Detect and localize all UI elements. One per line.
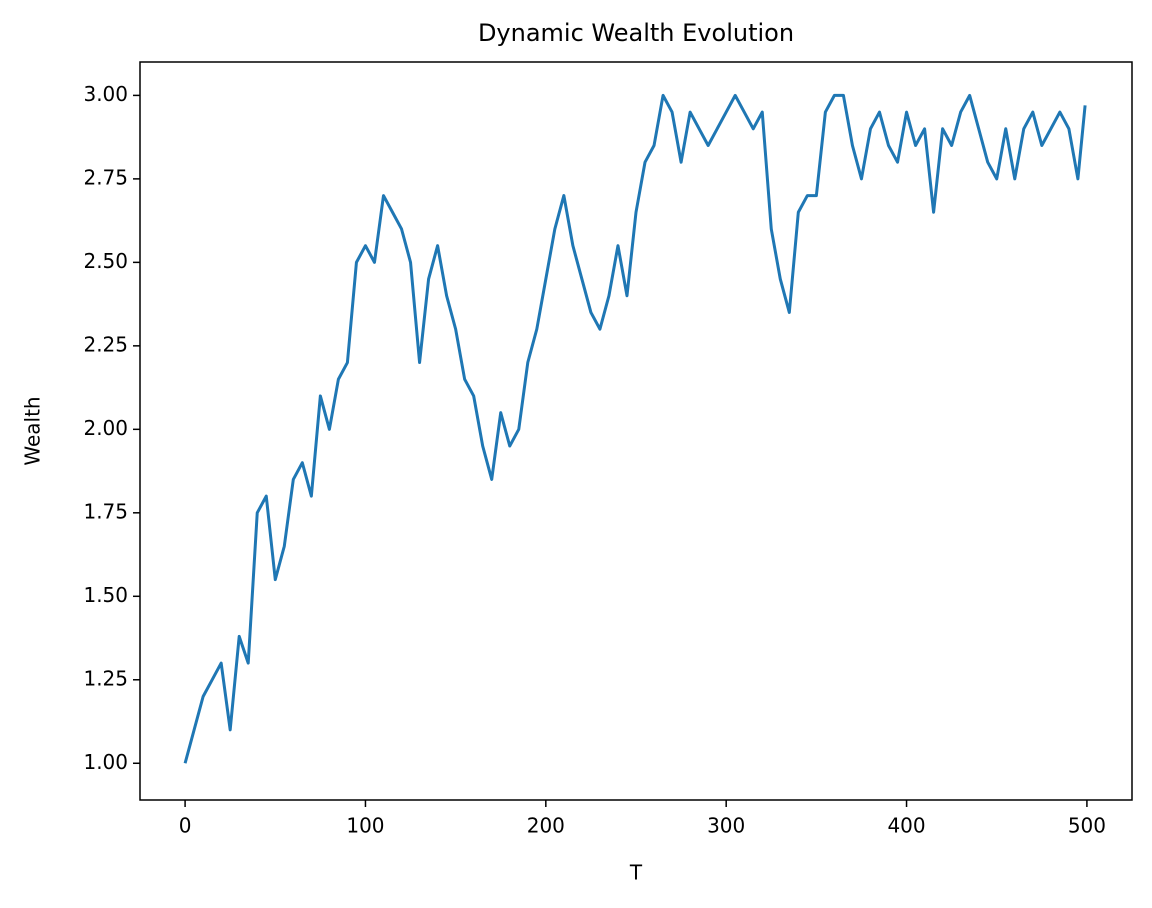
x-tick-label: 300 — [707, 814, 745, 838]
y-tick-label: 2.25 — [83, 332, 128, 356]
y-tick-label: 1.00 — [83, 750, 128, 774]
x-tick-label: 500 — [1068, 814, 1106, 838]
x-tick-label: 100 — [346, 814, 384, 838]
y-tick-label: 2.50 — [83, 249, 128, 273]
y-tick-label: 1.25 — [83, 666, 128, 690]
x-tick-label: 0 — [179, 814, 192, 838]
y-tick-label: 2.00 — [83, 416, 128, 440]
y-tick-label: 1.50 — [83, 583, 128, 607]
y-tick-label: 3.00 — [83, 82, 128, 106]
y-tick-label: 1.75 — [83, 499, 128, 523]
y-tick-label: 2.75 — [83, 165, 128, 189]
y-axis-label: Wealth — [21, 396, 45, 465]
x-tick-label: 200 — [527, 814, 565, 838]
plot-frame — [139, 61, 1133, 801]
line-series — [183, 93, 1087, 764]
chart-title: Dynamic Wealth Evolution — [478, 19, 794, 47]
x-tick-label: 400 — [887, 814, 925, 838]
x-axis-label: T — [629, 861, 643, 885]
